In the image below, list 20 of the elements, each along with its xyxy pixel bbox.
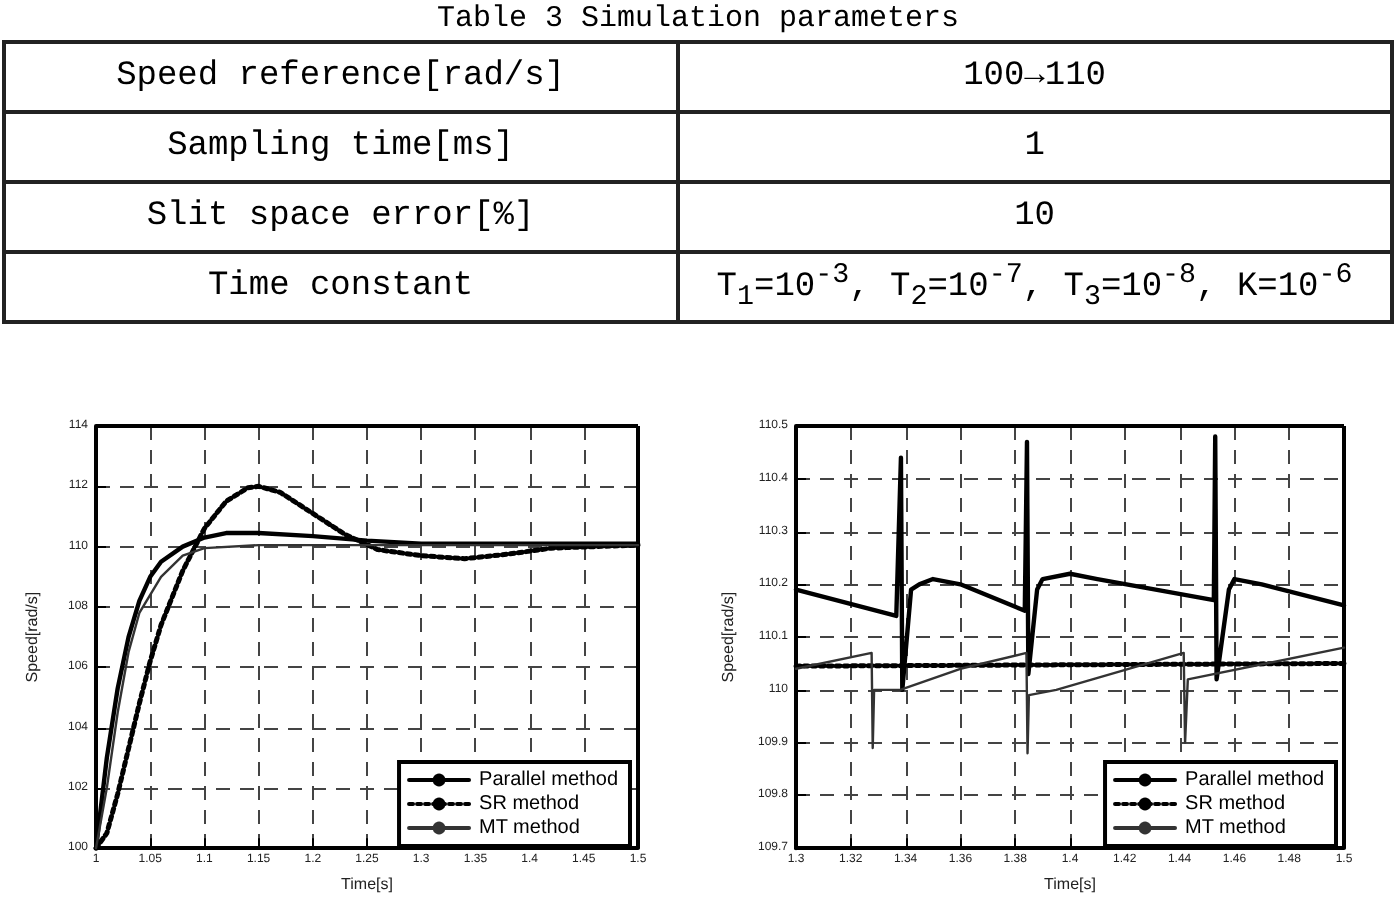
x-axis-title: Time[s] — [341, 875, 393, 893]
legend-label: MT method — [479, 817, 580, 839]
text: Sampling time[ms] — [4, 112, 678, 182]
text: Speed reference[rad/s] — [4, 42, 678, 112]
text: T$_{1}$=10$^{-3}$, T$_{2}$=10$^{-7}$, T$_{3}$=10$^{-8}$, K=10$^{-6}$ — [716, 259, 1353, 315]
text: 100→110 — [677, 42, 1392, 112]
x-axis-title: Time[s] — [1044, 875, 1096, 893]
legend-label: Parallel method — [1185, 769, 1324, 791]
text: Table 3 Simulation parameters — [434, 0, 962, 40]
y-axis-title: Speed[rad/s] — [23, 591, 41, 683]
text: Slit space error[%] — [4, 182, 678, 252]
legend-label: MT method — [1185, 817, 1286, 839]
text: Time constant — [4, 252, 678, 322]
y-axis-title: Speed[rad/s] — [719, 591, 738, 683]
legend-label: SR method — [479, 793, 580, 815]
legend-label: Parallel method — [479, 769, 618, 791]
line-series — [794, 646, 1346, 755]
text: 1 — [677, 112, 1392, 182]
text: 10 — [677, 182, 1392, 252]
legend-label: SR method — [1185, 793, 1286, 815]
